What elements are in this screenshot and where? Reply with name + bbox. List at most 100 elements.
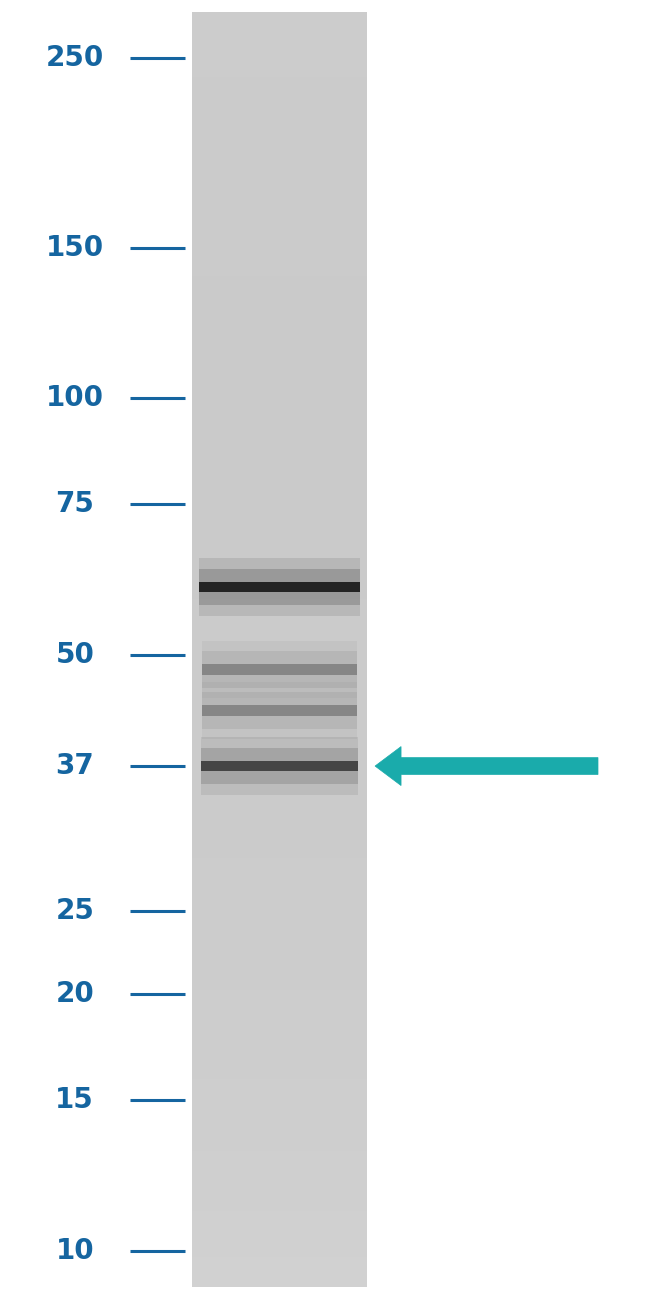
Bar xyxy=(192,270,367,277)
Bar xyxy=(192,304,367,311)
Bar xyxy=(192,428,367,433)
Bar xyxy=(192,1201,367,1206)
Bar xyxy=(192,84,367,90)
Bar xyxy=(192,1128,367,1134)
Bar xyxy=(192,874,367,879)
Bar xyxy=(192,1243,367,1249)
Bar xyxy=(192,1074,367,1079)
Bar xyxy=(192,708,367,714)
Bar xyxy=(192,1265,367,1270)
FancyArrow shape xyxy=(375,746,598,785)
Bar xyxy=(192,1086,367,1092)
Bar xyxy=(192,368,367,374)
Bar xyxy=(192,1121,367,1126)
Text: 100: 100 xyxy=(46,384,104,412)
Bar xyxy=(192,467,367,472)
Bar xyxy=(192,478,367,485)
Bar xyxy=(192,224,367,230)
Bar xyxy=(192,924,367,931)
Bar xyxy=(192,330,367,335)
Bar xyxy=(192,759,367,764)
Bar xyxy=(192,364,367,369)
Bar xyxy=(192,72,367,77)
Bar xyxy=(192,1188,367,1193)
Bar xyxy=(192,148,367,153)
Bar xyxy=(192,1154,367,1160)
Bar xyxy=(192,177,367,183)
Bar xyxy=(192,679,367,684)
Bar xyxy=(192,572,367,577)
Bar xyxy=(192,135,367,140)
Bar xyxy=(192,139,367,144)
Bar xyxy=(192,504,367,510)
Bar xyxy=(192,334,367,341)
Bar xyxy=(192,474,367,480)
Bar xyxy=(192,484,367,489)
Bar xyxy=(192,1078,367,1083)
Text: 10: 10 xyxy=(55,1236,94,1265)
Bar xyxy=(192,250,367,255)
Bar xyxy=(192,130,367,136)
Bar xyxy=(192,58,367,64)
Bar xyxy=(192,1205,367,1210)
Text: 25: 25 xyxy=(55,897,94,926)
Bar xyxy=(192,1018,367,1023)
Bar xyxy=(192,1108,367,1113)
Bar xyxy=(192,1112,367,1117)
Bar xyxy=(192,458,367,463)
Bar xyxy=(192,789,367,794)
Bar xyxy=(192,623,367,629)
Bar xyxy=(192,194,367,200)
Bar xyxy=(192,118,367,124)
Bar xyxy=(192,126,367,131)
Bar xyxy=(192,619,367,624)
Bar xyxy=(192,339,367,344)
Bar xyxy=(192,653,367,659)
Bar xyxy=(192,373,367,378)
Bar xyxy=(192,398,367,404)
Bar xyxy=(192,954,367,959)
Bar xyxy=(192,1252,367,1257)
Bar xyxy=(192,738,367,744)
Bar xyxy=(192,1158,367,1164)
Bar xyxy=(192,866,367,871)
Bar xyxy=(192,598,367,603)
Bar xyxy=(192,645,367,650)
Bar xyxy=(192,360,367,365)
Bar xyxy=(192,326,367,332)
Bar xyxy=(192,343,367,348)
Bar xyxy=(192,254,367,259)
Bar xyxy=(192,203,367,208)
Text: 250: 250 xyxy=(46,44,104,73)
Bar xyxy=(192,907,367,914)
Text: 15: 15 xyxy=(55,1087,94,1114)
Bar xyxy=(192,46,367,51)
Bar xyxy=(192,55,367,60)
Bar xyxy=(202,692,357,728)
Bar xyxy=(192,971,367,978)
Bar xyxy=(192,725,367,731)
Bar xyxy=(192,640,367,646)
Bar xyxy=(192,703,367,710)
Bar xyxy=(192,606,367,612)
Bar xyxy=(192,276,367,281)
Bar xyxy=(192,122,367,127)
Bar xyxy=(192,793,367,798)
Bar xyxy=(192,658,367,663)
Bar xyxy=(192,712,367,718)
Bar xyxy=(192,92,367,98)
Bar xyxy=(192,984,367,989)
Bar xyxy=(192,173,367,178)
Bar xyxy=(192,296,367,302)
Bar xyxy=(192,615,367,620)
Bar xyxy=(192,1226,367,1232)
Bar xyxy=(192,75,367,81)
Bar xyxy=(192,967,367,972)
Bar xyxy=(192,861,367,867)
Bar xyxy=(192,534,367,540)
Bar xyxy=(192,670,367,676)
Bar xyxy=(192,628,367,633)
Bar xyxy=(192,602,367,607)
Bar xyxy=(192,1149,367,1156)
Bar xyxy=(192,1141,367,1147)
